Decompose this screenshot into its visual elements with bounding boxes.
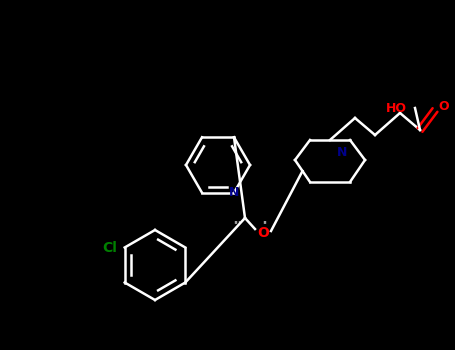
Text: HO: HO [386, 102, 407, 114]
Text: ''': ''' [233, 220, 241, 230]
Text: O: O [257, 226, 269, 240]
Text: O: O [438, 100, 449, 113]
Text: N: N [337, 146, 347, 159]
Text: N: N [229, 186, 239, 199]
Text: '': '' [263, 220, 268, 230]
Text: Cl: Cl [102, 240, 116, 254]
